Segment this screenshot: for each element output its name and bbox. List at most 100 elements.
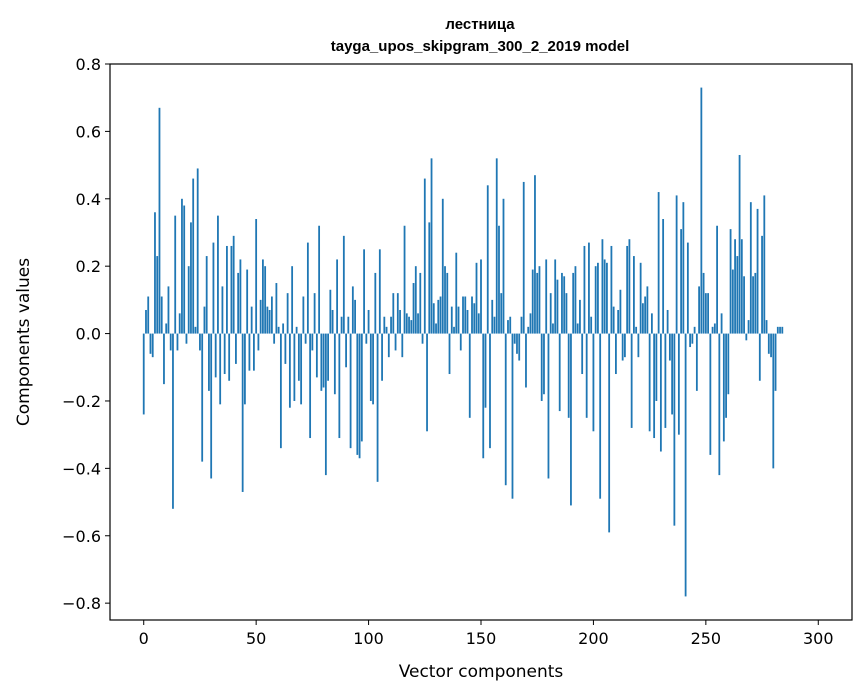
bar-193 (576, 323, 579, 334)
bar-53 (262, 259, 264, 334)
bar-40 (232, 235, 235, 334)
x-axis-ticks: 0 50 100 150 200 250 300 (139, 620, 834, 648)
bar-171 (527, 326, 530, 334)
bar-203 (599, 333, 602, 499)
y-tick-label: 0.6 (76, 122, 101, 141)
bar-262 (731, 269, 734, 334)
bar-112 (394, 333, 397, 351)
bar-76 (313, 293, 316, 334)
bar-251 (707, 293, 709, 334)
bar-253 (711, 326, 714, 334)
bar-170 (525, 333, 527, 388)
bar-52 (259, 299, 262, 334)
bar-20 (187, 266, 190, 334)
bar-202 (597, 262, 599, 334)
bar-91 (347, 316, 350, 334)
bar-116 (403, 225, 406, 334)
bar-92 (349, 333, 352, 449)
bar-207 (608, 333, 611, 533)
bar-206 (606, 262, 608, 334)
bar-60 (277, 326, 280, 334)
bar-125 (423, 178, 426, 334)
bar-85 (333, 333, 336, 395)
bar-65 (288, 333, 291, 408)
bar-39 (230, 245, 233, 334)
bar-147 (473, 303, 476, 334)
bar-18 (183, 205, 186, 334)
bar-46 (246, 269, 249, 334)
bar-160 (502, 198, 505, 334)
bar-263 (734, 239, 736, 334)
bar-8 (160, 296, 163, 334)
bar-50 (255, 219, 258, 334)
bar-192 (574, 266, 577, 334)
bar-187 (563, 276, 566, 334)
bar-58 (273, 333, 276, 344)
bar-113 (396, 293, 399, 334)
bar-272 (754, 272, 757, 334)
bar-118 (408, 316, 410, 334)
bar-236 (673, 333, 676, 526)
bar-174 (534, 175, 536, 334)
bar-117 (405, 313, 408, 334)
bar-27 (203, 306, 206, 334)
bar-99 (365, 333, 368, 344)
bar-199 (590, 316, 593, 334)
bar-231 (662, 219, 665, 334)
bar-84 (331, 309, 334, 334)
x-axis-label: Vector components (399, 662, 564, 682)
bar-240 (682, 202, 685, 334)
bar-248 (700, 87, 703, 334)
bar-227 (653, 333, 656, 439)
bar-222 (641, 303, 644, 334)
bar-164 (511, 333, 514, 499)
bar-34 (219, 333, 222, 405)
bar-31 (212, 242, 215, 334)
bar-241 (684, 333, 687, 597)
bar-259 (725, 333, 727, 418)
bar-75 (311, 333, 314, 351)
bar-89 (342, 235, 345, 334)
bar-249 (702, 272, 705, 334)
x-tick-label: 50 (246, 629, 266, 648)
y-axis-ticks: −0.8 −0.6 −0.4 −0.2 0.0 0.2 0.4 0.6 0.8 (62, 55, 110, 613)
bar-162 (507, 320, 509, 334)
bar-276 (763, 195, 766, 334)
bar-78 (318, 225, 321, 334)
bar-38 (228, 333, 231, 381)
bar-267 (743, 276, 745, 334)
bar-260 (727, 333, 730, 395)
bar-161 (504, 333, 507, 486)
bar-11 (167, 286, 170, 334)
bar-15 (176, 333, 179, 351)
bar-94 (354, 299, 356, 334)
bar-277 (765, 320, 768, 334)
bar-282 (776, 326, 779, 334)
y-tick-label: 0.8 (76, 55, 101, 74)
bar-173 (531, 269, 534, 334)
bar-12 (169, 333, 172, 351)
bar-214 (624, 333, 626, 358)
bar-210 (615, 333, 617, 375)
bar-54 (264, 266, 267, 334)
bar-150 (480, 259, 482, 334)
bar-151 (482, 333, 485, 459)
bar-14 (174, 215, 177, 334)
bar-232 (664, 333, 667, 428)
chart-title: лестница (445, 16, 515, 33)
bar-56 (268, 309, 271, 334)
bar-219 (635, 326, 638, 334)
bar-90 (345, 333, 347, 368)
bar-24 (196, 168, 199, 334)
bar-218 (633, 256, 635, 334)
bar-72 (304, 333, 307, 344)
bar-242 (686, 242, 689, 334)
bar-104 (376, 333, 379, 482)
x-tick-label: 300 (803, 629, 834, 648)
bar-228 (655, 333, 658, 401)
bar-257 (720, 313, 723, 334)
bar-229 (657, 192, 660, 334)
bar-165 (513, 333, 516, 344)
bar-98 (363, 249, 365, 334)
bar-223 (644, 296, 647, 334)
